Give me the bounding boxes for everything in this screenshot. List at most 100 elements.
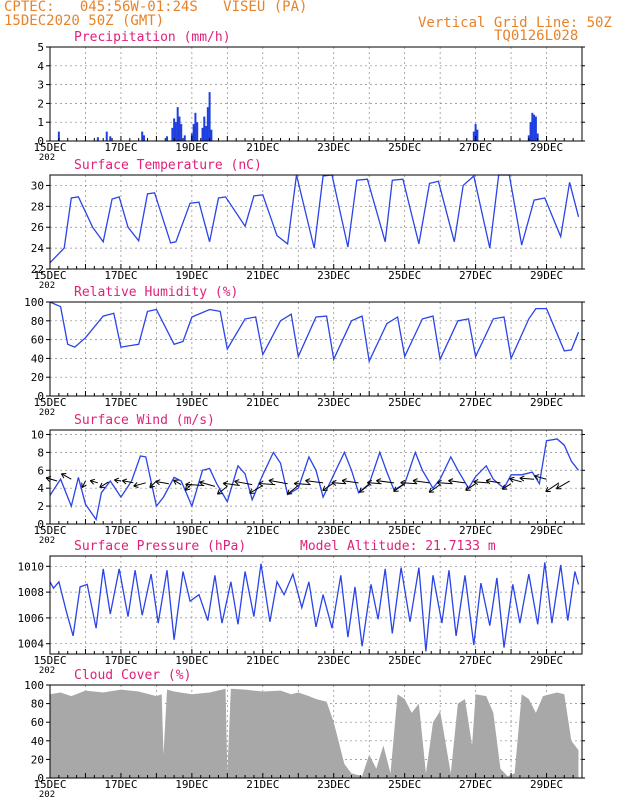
wind-arrow	[114, 479, 122, 482]
wind-arrow-head	[393, 486, 399, 492]
x-date-label: 23DEC	[317, 778, 350, 791]
wind-arrow-head	[60, 473, 67, 479]
x-date-label: 19DEC	[175, 524, 208, 537]
wind-arrow	[358, 484, 370, 493]
x-date-label: 21DEC	[246, 269, 279, 282]
wind-arrow	[519, 477, 535, 480]
x-date-label: 29DEC	[530, 269, 563, 282]
y-tick-label: 100	[24, 679, 44, 692]
wind-arrow	[545, 482, 560, 493]
x-date-label: 19DEC	[175, 396, 208, 409]
panel-title: Precipitation (mm/h)	[74, 30, 231, 45]
x-date-label: 19DEC	[175, 141, 208, 154]
panel-title: Surface Pressure (hPa)	[74, 539, 246, 554]
x-date-label: 27DEC	[459, 141, 492, 154]
x-year-fragment: 202	[39, 153, 55, 163]
series-line	[49, 562, 580, 652]
panel-6: 0 20 40 60 80 100 15DEC 17DEC 19DEC 21DEC 23DEC 25D…	[24, 668, 585, 800]
plot-frame	[49, 301, 583, 397]
y-tick-label: 30	[31, 179, 44, 192]
x-date-label: 17DEC	[104, 654, 137, 667]
precip-bar	[210, 129, 213, 141]
x-date-label: 29DEC	[530, 524, 563, 537]
wind-arrow	[534, 475, 547, 480]
panel-title: Relative Humidity (%)	[74, 285, 238, 300]
wind-arrow	[81, 480, 86, 488]
y-tick-label: 5	[37, 41, 44, 54]
x-date-label: 19DEC	[175, 654, 208, 667]
y-tick-label: 60	[31, 334, 44, 347]
x-date-label: 29DEC	[530, 654, 563, 667]
wind-arrow-head	[341, 478, 347, 485]
wind-arrow	[400, 482, 418, 485]
y-tick-label: 2	[37, 97, 44, 110]
y-tick-label: 10	[31, 428, 44, 441]
x-date-label: 23DEC	[317, 141, 350, 154]
x-date-label: 27DEC	[459, 524, 492, 537]
y-tick-label: 20	[31, 753, 44, 766]
wind-arrow	[286, 485, 299, 495]
precip-bar	[141, 131, 144, 141]
wind-arrow-head	[358, 487, 365, 493]
wind-arrow	[155, 481, 169, 485]
wind-arrow-head	[331, 479, 337, 486]
wind-arrow	[502, 483, 512, 490]
y-tick-label: 40	[31, 352, 44, 365]
x-date-label: 19DEC	[175, 778, 208, 791]
precip-bar	[201, 127, 204, 141]
x-date-label: 23DEC	[317, 654, 350, 667]
y-tick-label: 0	[37, 772, 44, 785]
wind-arrow-head	[133, 482, 139, 488]
wind-arrow-head	[149, 482, 155, 489]
x-date-label: 27DEC	[459, 269, 492, 282]
panel-1: 0 1 2 3 4 5 15DEC 17DEC 19DEC 21DEC 23DEC 25DEC 27DE…	[33, 30, 585, 163]
precip-bar	[194, 112, 197, 141]
x-date-label: 25DEC	[388, 524, 421, 537]
wind-arrow-head	[412, 478, 418, 485]
wind-arrow	[393, 483, 405, 492]
wind-arrow	[412, 480, 430, 484]
wind-arrow	[556, 480, 570, 490]
y-tick-label: 100	[24, 296, 44, 309]
wind-arrow-head	[322, 485, 328, 492]
x-date-label: 23DEC	[317, 524, 350, 537]
x-year-fragment: 202	[39, 790, 55, 800]
wind-arrow-head	[367, 479, 373, 486]
wind-arrow	[99, 481, 109, 488]
wind-arrow-head	[436, 479, 442, 486]
wind-arrow-head	[519, 475, 525, 482]
x-date-label: 25DEC	[388, 778, 421, 791]
y-tick-label: 0	[37, 135, 44, 148]
precip-bar	[178, 116, 181, 141]
precip-bar	[531, 112, 534, 141]
wind-arrow	[341, 480, 359, 484]
y-tick-label: 0	[37, 518, 44, 531]
precip-bar	[203, 116, 206, 141]
precip-bar	[192, 124, 195, 141]
precip-bar	[536, 133, 539, 141]
x-year-fragment: 202	[39, 408, 55, 418]
wind-arrow	[448, 480, 466, 484]
wind-arrow	[45, 477, 58, 482]
wind-arrow-head	[428, 487, 435, 493]
x-date-label: 25DEC	[388, 654, 421, 667]
series-line	[49, 174, 580, 264]
wind-arrow-head	[473, 479, 479, 486]
x-date-label: 17DEC	[104, 396, 137, 409]
wind-arrow-head	[89, 478, 96, 485]
y-tick-label: 60	[31, 716, 44, 729]
wind-arrow-head	[81, 482, 87, 489]
x-date-label: 29DEC	[530, 778, 563, 791]
plot-frame	[49, 174, 583, 270]
panel-title: Cloud Cover (%)	[74, 668, 191, 683]
x-date-label: 23DEC	[317, 396, 350, 409]
grid-note: Vertical Grid Line: 50Z	[418, 15, 612, 31]
panel-2: 22 24 26 28 30 15DEC 17DEC 19DEC 21DEC 23DEC 25DEC…	[31, 158, 585, 291]
x-date-label: 27DEC	[459, 778, 492, 791]
precip-bar	[206, 107, 209, 141]
precip-bar	[109, 136, 112, 141]
x-date-label: 15DEC	[33, 524, 66, 537]
wind-arrow-head	[485, 478, 491, 485]
wind-arrow-head	[501, 484, 508, 490]
wind-arrow	[234, 480, 253, 486]
